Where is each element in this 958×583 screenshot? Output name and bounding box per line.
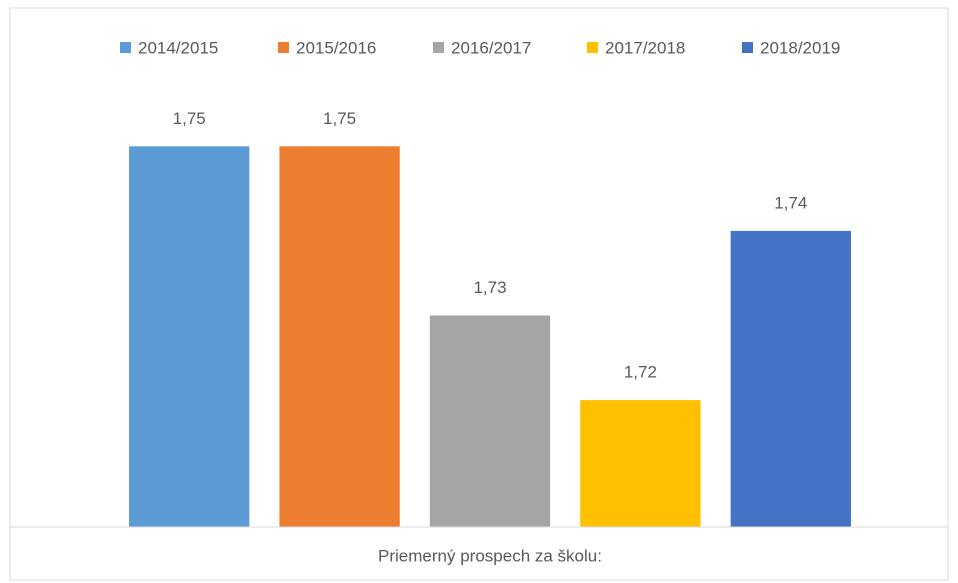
data-label: 1,72 [624,363,657,382]
bar [580,400,701,527]
data-label: 1,74 [774,193,807,212]
bar [429,315,551,527]
legend-label: 2017/2018 [605,38,685,57]
legend-swatch [587,42,598,53]
legend-swatch [278,42,289,53]
data-label: 1,75 [173,109,206,128]
legend-swatch [433,42,444,53]
chart-frame [9,7,949,581]
bar [730,230,851,527]
bar [279,146,400,528]
legend-label: 2018/2019 [760,38,840,57]
legend-label: 2015/2016 [296,38,376,57]
legend-label: 2014/2015 [138,38,218,57]
legend-swatch [120,42,131,53]
data-label: 1,75 [323,109,356,128]
bar [129,146,250,528]
x-tick-label: Priemerný prospech za školu: [378,546,602,565]
legend-swatch [742,42,753,53]
data-label: 1,73 [473,278,506,297]
legend-label: 2016/2017 [451,38,531,57]
